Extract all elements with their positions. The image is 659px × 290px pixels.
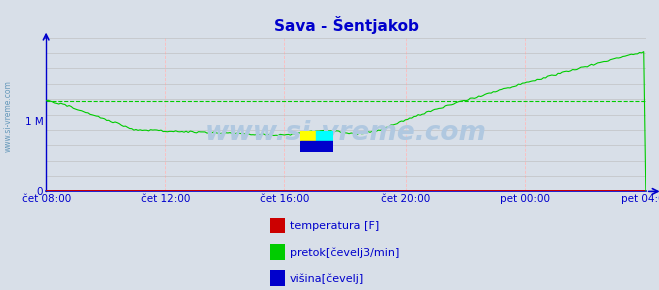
Bar xyxy=(300,142,333,152)
Bar xyxy=(300,130,316,142)
Text: temperatura [F]: temperatura [F] xyxy=(290,221,379,231)
Text: pretok[čevelj3/min]: pretok[čevelj3/min] xyxy=(290,247,399,258)
Bar xyxy=(316,130,333,142)
Title: Sava - Šentjakob: Sava - Šentjakob xyxy=(273,16,418,34)
Text: www.si-vreme.com: www.si-vreme.com xyxy=(205,120,487,146)
Text: višina[čevelj]: višina[čevelj] xyxy=(290,273,364,284)
Text: www.si-vreme.com: www.si-vreme.com xyxy=(3,80,13,152)
